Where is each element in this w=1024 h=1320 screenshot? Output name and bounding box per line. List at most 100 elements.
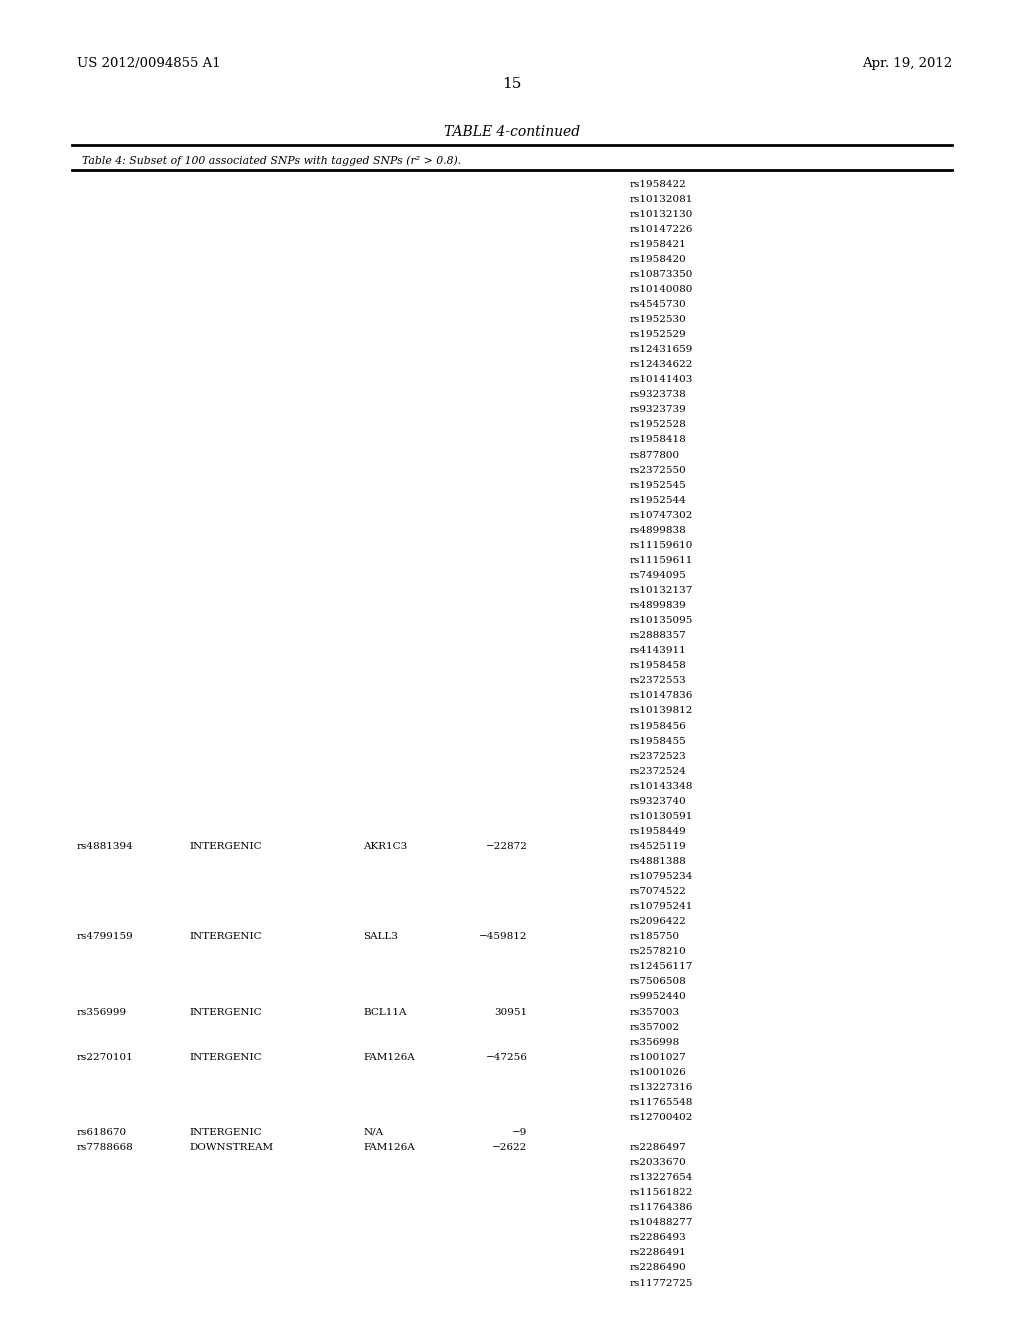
- Text: rs10795234: rs10795234: [630, 873, 693, 880]
- Text: rs13227316: rs13227316: [630, 1082, 693, 1092]
- Text: rs4799159: rs4799159: [77, 932, 133, 941]
- Text: INTERGENIC: INTERGENIC: [189, 1007, 262, 1016]
- Text: rs4899838: rs4899838: [630, 525, 686, 535]
- Text: FAM126A: FAM126A: [364, 1053, 416, 1061]
- Text: rs9323740: rs9323740: [630, 797, 686, 805]
- Text: rs1952528: rs1952528: [630, 420, 686, 429]
- Text: rs1958456: rs1958456: [630, 722, 686, 730]
- Text: rs10139812: rs10139812: [630, 706, 693, 715]
- Text: Table 4: Subset of 100 associated SNPs with tagged SNPs (r² > 0.8).: Table 4: Subset of 100 associated SNPs w…: [82, 156, 461, 166]
- Text: −47256: −47256: [485, 1053, 527, 1061]
- Text: rs356998: rs356998: [630, 1038, 680, 1047]
- Text: rs1001027: rs1001027: [630, 1053, 686, 1061]
- Text: rs1958421: rs1958421: [630, 240, 686, 248]
- Text: rs1958420: rs1958420: [630, 255, 686, 264]
- Text: rs2372523: rs2372523: [630, 751, 686, 760]
- Text: rs1952530: rs1952530: [630, 315, 686, 323]
- Text: INTERGENIC: INTERGENIC: [189, 932, 262, 941]
- Text: rs10135095: rs10135095: [630, 616, 693, 626]
- Text: rs357003: rs357003: [630, 1007, 680, 1016]
- Text: rs4899839: rs4899839: [630, 601, 686, 610]
- Text: rs10132081: rs10132081: [630, 194, 693, 203]
- Text: rs2372524: rs2372524: [630, 767, 686, 776]
- Text: rs7506508: rs7506508: [630, 977, 686, 986]
- Text: rs4525119: rs4525119: [630, 842, 686, 851]
- Text: TABLE 4-continued: TABLE 4-continued: [444, 125, 580, 140]
- Text: −9: −9: [512, 1129, 527, 1137]
- Text: rs10140080: rs10140080: [630, 285, 693, 294]
- Text: rs10147836: rs10147836: [630, 692, 693, 701]
- Text: rs10795241: rs10795241: [630, 902, 693, 911]
- Text: rs2286490: rs2286490: [630, 1263, 686, 1272]
- Text: rs4881394: rs4881394: [77, 842, 133, 851]
- Text: rs10873350: rs10873350: [630, 269, 693, 279]
- Text: rs2286491: rs2286491: [630, 1249, 686, 1258]
- Text: rs1952545: rs1952545: [630, 480, 686, 490]
- Text: rs1952529: rs1952529: [630, 330, 686, 339]
- Text: rs2270101: rs2270101: [77, 1053, 133, 1061]
- Text: 15: 15: [503, 77, 521, 91]
- Text: rs2578210: rs2578210: [630, 948, 686, 956]
- Text: INTERGENIC: INTERGENIC: [189, 1129, 262, 1137]
- Text: rs11561822: rs11561822: [630, 1188, 693, 1197]
- Text: rs12456117: rs12456117: [630, 962, 693, 972]
- Text: US 2012/0094855 A1: US 2012/0094855 A1: [77, 57, 220, 70]
- Text: SALL3: SALL3: [364, 932, 398, 941]
- Text: N/A: N/A: [364, 1129, 384, 1137]
- Text: rs11159610: rs11159610: [630, 541, 693, 550]
- Text: rs2286497: rs2286497: [630, 1143, 686, 1152]
- Text: rs7494095: rs7494095: [630, 572, 686, 579]
- Text: rs10488277: rs10488277: [630, 1218, 693, 1228]
- Text: rs185750: rs185750: [630, 932, 680, 941]
- Text: rs1952544: rs1952544: [630, 496, 686, 504]
- Text: −2622: −2622: [493, 1143, 527, 1152]
- Text: rs7788668: rs7788668: [77, 1143, 133, 1152]
- Text: −459812: −459812: [479, 932, 527, 941]
- Text: rs2372553: rs2372553: [630, 676, 686, 685]
- Text: AKR1C3: AKR1C3: [364, 842, 408, 851]
- Text: rs12434622: rs12434622: [630, 360, 693, 370]
- Text: rs1958449: rs1958449: [630, 826, 686, 836]
- Text: rs11159611: rs11159611: [630, 556, 693, 565]
- Text: rs10132130: rs10132130: [630, 210, 693, 219]
- Text: rs10143348: rs10143348: [630, 781, 693, 791]
- Text: INTERGENIC: INTERGENIC: [189, 842, 262, 851]
- Text: rs2372550: rs2372550: [630, 466, 686, 475]
- Text: rs9952440: rs9952440: [630, 993, 686, 1002]
- Text: Apr. 19, 2012: Apr. 19, 2012: [862, 57, 952, 70]
- Text: rs4881388: rs4881388: [630, 857, 686, 866]
- Text: rs9323738: rs9323738: [630, 391, 686, 399]
- Text: rs10147226: rs10147226: [630, 224, 693, 234]
- Text: rs2096422: rs2096422: [630, 917, 686, 927]
- Text: rs10141403: rs10141403: [630, 375, 693, 384]
- Text: rs12700402: rs12700402: [630, 1113, 693, 1122]
- Text: rs10132137: rs10132137: [630, 586, 693, 595]
- Text: rs4545730: rs4545730: [630, 300, 686, 309]
- Text: rs11765548: rs11765548: [630, 1098, 693, 1107]
- Text: rs10130591: rs10130591: [630, 812, 693, 821]
- Text: FAM126A: FAM126A: [364, 1143, 416, 1152]
- Text: rs1958458: rs1958458: [630, 661, 686, 671]
- Text: rs11772725: rs11772725: [630, 1279, 693, 1287]
- Text: rs9323739: rs9323739: [630, 405, 686, 414]
- Text: rs10747302: rs10747302: [630, 511, 693, 520]
- Text: rs1958455: rs1958455: [630, 737, 686, 746]
- Text: rs357002: rs357002: [630, 1023, 680, 1032]
- Text: rs13227654: rs13227654: [630, 1173, 693, 1183]
- Text: DOWNSTREAM: DOWNSTREAM: [189, 1143, 273, 1152]
- Text: rs4143911: rs4143911: [630, 647, 686, 655]
- Text: rs2033670: rs2033670: [630, 1158, 686, 1167]
- Text: INTERGENIC: INTERGENIC: [189, 1053, 262, 1061]
- Text: −22872: −22872: [485, 842, 527, 851]
- Text: rs618670: rs618670: [77, 1129, 127, 1137]
- Text: rs12431659: rs12431659: [630, 345, 693, 354]
- Text: rs356999: rs356999: [77, 1007, 127, 1016]
- Text: rs2286493: rs2286493: [630, 1233, 686, 1242]
- Text: rs7074522: rs7074522: [630, 887, 686, 896]
- Text: 30951: 30951: [495, 1007, 527, 1016]
- Text: rs877800: rs877800: [630, 450, 680, 459]
- Text: rs1958422: rs1958422: [630, 180, 686, 189]
- Text: rs2888357: rs2888357: [630, 631, 686, 640]
- Text: rs1001026: rs1001026: [630, 1068, 686, 1077]
- Text: rs1958418: rs1958418: [630, 436, 686, 445]
